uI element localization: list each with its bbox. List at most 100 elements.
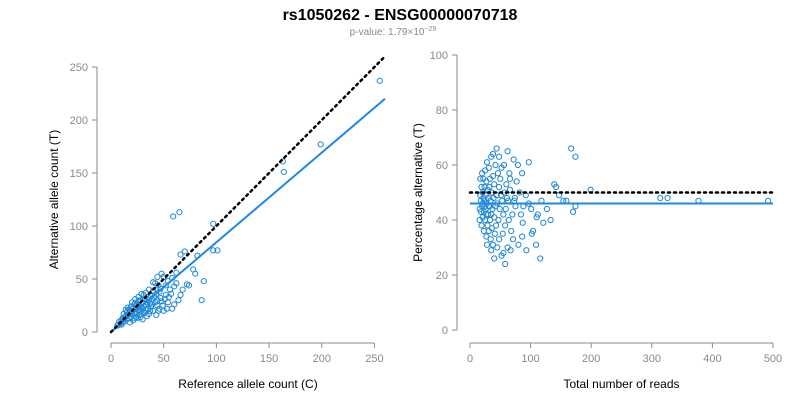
left-x-axis-title: Reference allele count (C) bbox=[178, 377, 317, 391]
left-data-point bbox=[192, 270, 199, 277]
right-data-point bbox=[480, 227, 488, 235]
right-x-tick-label: 100 bbox=[521, 353, 539, 365]
right-data-point bbox=[502, 260, 509, 268]
right-data-point bbox=[487, 236, 494, 243]
right-data-point bbox=[509, 211, 516, 218]
right-data-point bbox=[506, 186, 514, 193]
right-scatter-panel: 0 100 200 300 400 500 0 20 40 60 80 100 Total number… bbox=[411, 50, 782, 391]
right-data-point bbox=[483, 211, 490, 218]
left-reference-line bbox=[109, 55, 387, 334]
right-data-point bbox=[547, 216, 554, 224]
right-data-point bbox=[484, 222, 491, 229]
right-data-point bbox=[500, 249, 507, 257]
left-x-tick-label: 0 bbox=[108, 353, 114, 365]
left-data-point bbox=[142, 306, 149, 313]
left-y-tick-label: 150 bbox=[70, 168, 88, 180]
left-data-point bbox=[177, 251, 184, 258]
left-data-point bbox=[138, 290, 145, 297]
p-value-text: p-value: 1.79×10 bbox=[350, 27, 425, 38]
right-data-point bbox=[495, 236, 503, 243]
right-data-point bbox=[496, 205, 503, 213]
right-data-point bbox=[505, 216, 512, 224]
right-data-point bbox=[485, 164, 492, 171]
right-data-point bbox=[507, 247, 514, 254]
left-data-point bbox=[147, 303, 155, 310]
left-data-point bbox=[131, 315, 138, 322]
left-data-point bbox=[158, 270, 165, 277]
right-data-point bbox=[494, 244, 501, 251]
right-data-point bbox=[492, 222, 500, 229]
right-data-point bbox=[519, 233, 526, 240]
right-data-point bbox=[508, 227, 515, 235]
left-x-tick-label: 250 bbox=[365, 353, 383, 365]
left-y-tick-label: 200 bbox=[70, 115, 88, 127]
right-data-point bbox=[506, 170, 513, 177]
left-data-point bbox=[185, 282, 193, 289]
right-data-point bbox=[506, 175, 514, 182]
right-data-point bbox=[500, 211, 507, 218]
right-data-point bbox=[488, 247, 495, 254]
right-data-point bbox=[519, 170, 526, 177]
left-data-point bbox=[200, 278, 207, 285]
right-data-point bbox=[498, 164, 505, 171]
right-data-point bbox=[572, 153, 579, 160]
left-data-point bbox=[157, 294, 164, 302]
left-data-point bbox=[128, 299, 136, 306]
right-data-point bbox=[540, 219, 547, 226]
right-data-point bbox=[494, 170, 501, 177]
left-x-tick-label: 200 bbox=[313, 353, 331, 365]
right-data-point bbox=[485, 211, 492, 218]
left-y-tick-label: 0 bbox=[82, 327, 88, 339]
right-data-point bbox=[510, 156, 517, 163]
left-y-tick-label: 100 bbox=[70, 221, 88, 233]
right-data-point bbox=[537, 255, 544, 262]
right-x-tick-label: 500 bbox=[764, 353, 782, 365]
right-data-point bbox=[497, 175, 504, 182]
right-x-axis-title: Total number of reads bbox=[563, 377, 679, 391]
right-data-point bbox=[476, 205, 483, 213]
left-data-point bbox=[120, 310, 127, 318]
right-data-point bbox=[495, 216, 502, 224]
left-data-point bbox=[155, 307, 162, 314]
right-data-point bbox=[523, 247, 530, 254]
right-data-point bbox=[533, 214, 540, 221]
right-data-point bbox=[478, 183, 485, 191]
left-scatter-panel: 0 50 100 150 200 250 0 50 100 150 200 250 Reference … bbox=[47, 55, 387, 391]
left-data-point bbox=[210, 247, 217, 254]
right-data-point bbox=[657, 194, 664, 202]
left-data-point bbox=[165, 293, 173, 301]
left-data-point bbox=[145, 310, 153, 318]
right-data-point bbox=[483, 159, 491, 166]
left-data-point bbox=[177, 291, 184, 298]
right-data-point bbox=[480, 175, 487, 182]
left-data-point bbox=[169, 305, 176, 312]
right-y-tick-label: 80 bbox=[436, 105, 448, 117]
left-data-point bbox=[159, 302, 166, 309]
left-x-tick-label: 150 bbox=[260, 353, 278, 365]
right-data-point bbox=[513, 178, 520, 185]
left-y-axis-title: Alternative allele count (T) bbox=[47, 130, 61, 269]
right-y-tick-label: 0 bbox=[442, 325, 448, 337]
right-data-point bbox=[503, 181, 510, 188]
left-data-point bbox=[132, 296, 139, 303]
right-data-point bbox=[495, 183, 503, 191]
right-data-point bbox=[481, 183, 488, 191]
left-data-point bbox=[280, 168, 287, 176]
right-data-point bbox=[519, 219, 526, 226]
right-x-tick-label: 400 bbox=[703, 353, 721, 365]
chart-title: rs1050262 - ENSG00000070718 bbox=[283, 7, 518, 24]
right-data-point bbox=[543, 205, 551, 213]
left-data-point bbox=[162, 282, 169, 289]
right-y-tick-label: 40 bbox=[436, 215, 448, 227]
right-data-point bbox=[504, 148, 511, 155]
right-data-point bbox=[493, 145, 500, 152]
right-y-tick-label: 20 bbox=[436, 270, 448, 282]
right-y-tick-label: 100 bbox=[430, 50, 448, 62]
right-data-point bbox=[503, 194, 511, 202]
right-x-tick-label: 0 bbox=[467, 353, 473, 365]
right-x-tick-label: 200 bbox=[582, 353, 600, 365]
left-data-point bbox=[146, 307, 154, 314]
right-data-point bbox=[511, 194, 518, 202]
right-data-point bbox=[477, 192, 484, 199]
left-data-point bbox=[181, 248, 188, 255]
